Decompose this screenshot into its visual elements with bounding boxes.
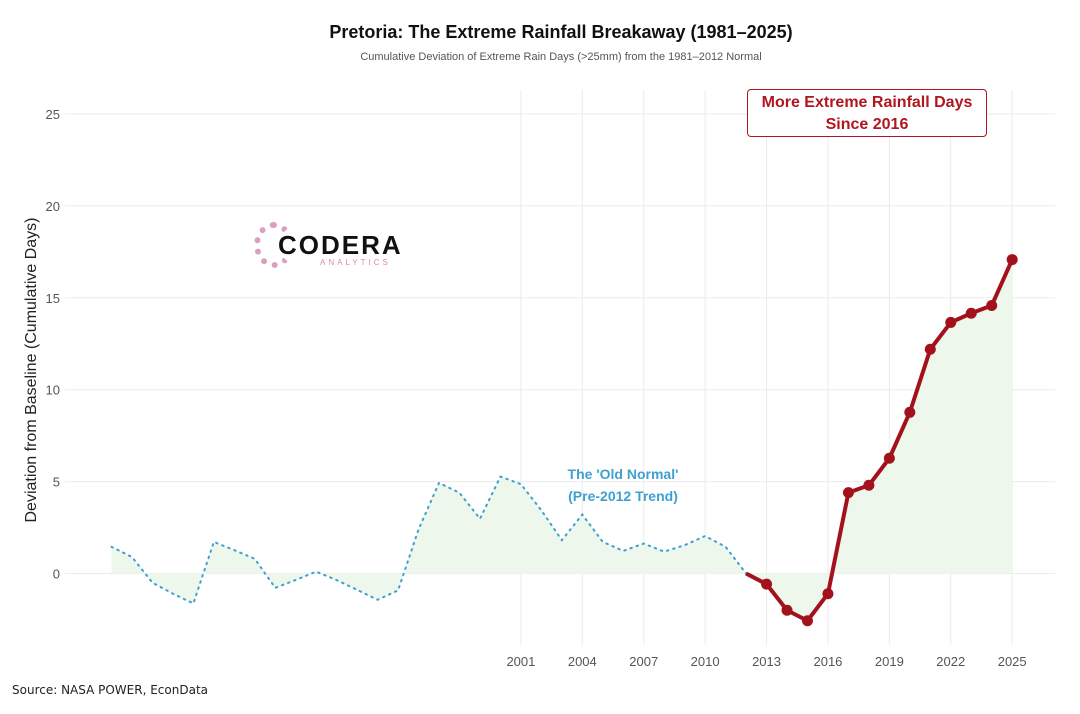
data-point-2023 bbox=[965, 307, 977, 319]
callout-annotation: More Extreme Rainfall Days Since 2016 bbox=[747, 89, 987, 137]
data-point-2025 bbox=[1006, 254, 1018, 266]
x-axis-ticks: 2001 2004 2007 2010 2013 2016 2019 2022 2025 bbox=[506, 654, 1026, 669]
area-fill bbox=[111, 259, 1013, 621]
data-point-2022 bbox=[945, 316, 957, 328]
y-axis-ticks: 0 5 10 15 20 25 bbox=[46, 107, 60, 582]
data-point-2021 bbox=[924, 343, 936, 355]
y-tick-label: 0 bbox=[53, 567, 60, 582]
logo-tagline: ANALYTICS bbox=[320, 258, 391, 267]
codera-logo: CODERA ANALYTICS bbox=[254, 220, 404, 270]
series-markers bbox=[761, 254, 1018, 627]
data-point-2013 bbox=[761, 578, 773, 590]
x-tick-label: 2025 bbox=[998, 654, 1027, 669]
data-point-2016 bbox=[822, 588, 834, 600]
y-tick-label: 10 bbox=[46, 383, 60, 398]
data-point-2020 bbox=[904, 406, 916, 418]
deviation-area bbox=[111, 259, 1013, 621]
data-point-2024 bbox=[986, 300, 998, 312]
data-point-2019 bbox=[883, 452, 895, 464]
x-tick-label: 2013 bbox=[752, 654, 781, 669]
logo-arc-icon bbox=[254, 222, 294, 268]
old-normal-annotation: The 'Old Normal' (Pre-2012 Trend) bbox=[553, 463, 693, 507]
x-tick-label: 2001 bbox=[506, 654, 535, 669]
x-tick-label: 2019 bbox=[875, 654, 904, 669]
logo-name: CODERA bbox=[278, 230, 403, 260]
chart-subtitle: Cumulative Deviation of Extreme Rain Day… bbox=[360, 51, 762, 63]
callout-line-1: More Extreme Rainfall Days bbox=[761, 94, 973, 111]
y-tick-label: 20 bbox=[46, 199, 60, 214]
old-normal-line bbox=[110, 475, 748, 605]
y-tick-label: 15 bbox=[46, 291, 60, 306]
x-tick-label: 2010 bbox=[691, 654, 720, 669]
data-point-2014 bbox=[781, 604, 793, 616]
chart-title: Pretoria: The Extreme Rainfall Breakaway… bbox=[329, 22, 793, 42]
x-tick-label: 2016 bbox=[813, 654, 842, 669]
old-normal-line-2: (Pre-2012 Trend) bbox=[568, 488, 678, 504]
data-point-2018 bbox=[863, 479, 875, 491]
y-tick-label: 25 bbox=[46, 107, 60, 122]
x-tick-label: 2004 bbox=[568, 654, 597, 669]
x-tick-label: 2022 bbox=[936, 654, 965, 669]
y-tick-label: 5 bbox=[53, 475, 60, 490]
x-tick-label: 2007 bbox=[629, 654, 658, 669]
data-point-2015 bbox=[801, 615, 813, 627]
data-point-2017 bbox=[842, 487, 854, 499]
source-note: Source: NASA POWER, EconData bbox=[12, 683, 208, 697]
old-normal-line-1: The 'Old Normal' bbox=[567, 466, 679, 482]
callout-line-2: Since 2016 bbox=[825, 116, 909, 133]
